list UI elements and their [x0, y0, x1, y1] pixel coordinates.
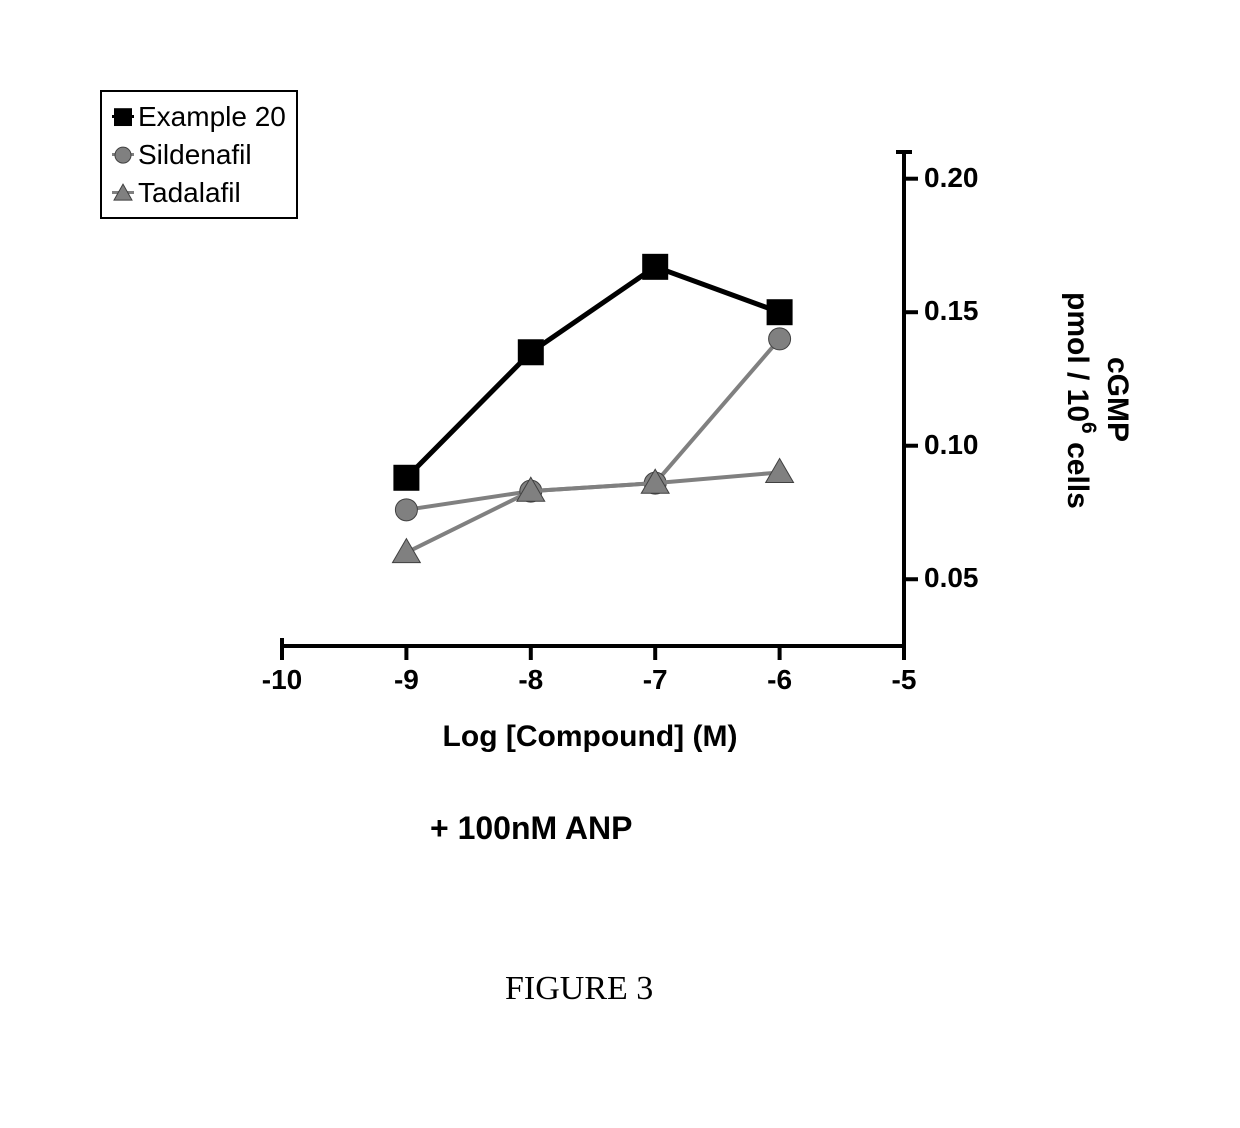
- y-axis-label: cGMP pmol / 106 cells: [1060, 240, 1134, 560]
- x-tick-label: -7: [625, 664, 685, 696]
- x-axis-label: Log [Compound] (M): [330, 720, 850, 754]
- y-axis-label-line1: cGMP: [1101, 357, 1134, 442]
- x-tick-label: -10: [252, 664, 312, 696]
- y-axis-label-line2: pmol / 106 cells: [1061, 292, 1094, 509]
- x-tick-label: -8: [501, 664, 561, 696]
- chart-caption: + 100nM ANP: [430, 810, 632, 847]
- y-tick-label: 0.20: [924, 162, 979, 194]
- x-tick-label: -6: [750, 664, 810, 696]
- x-tick-label: -9: [376, 664, 436, 696]
- x-tick-label: -5: [874, 664, 934, 696]
- y-tick-label: 0.05: [924, 562, 979, 594]
- chart-plot: [0, 0, 1240, 900]
- y-tick-label: 0.15: [924, 295, 979, 327]
- figure-label: FIGURE 3: [505, 970, 653, 1008]
- y-tick-label: 0.10: [924, 429, 979, 461]
